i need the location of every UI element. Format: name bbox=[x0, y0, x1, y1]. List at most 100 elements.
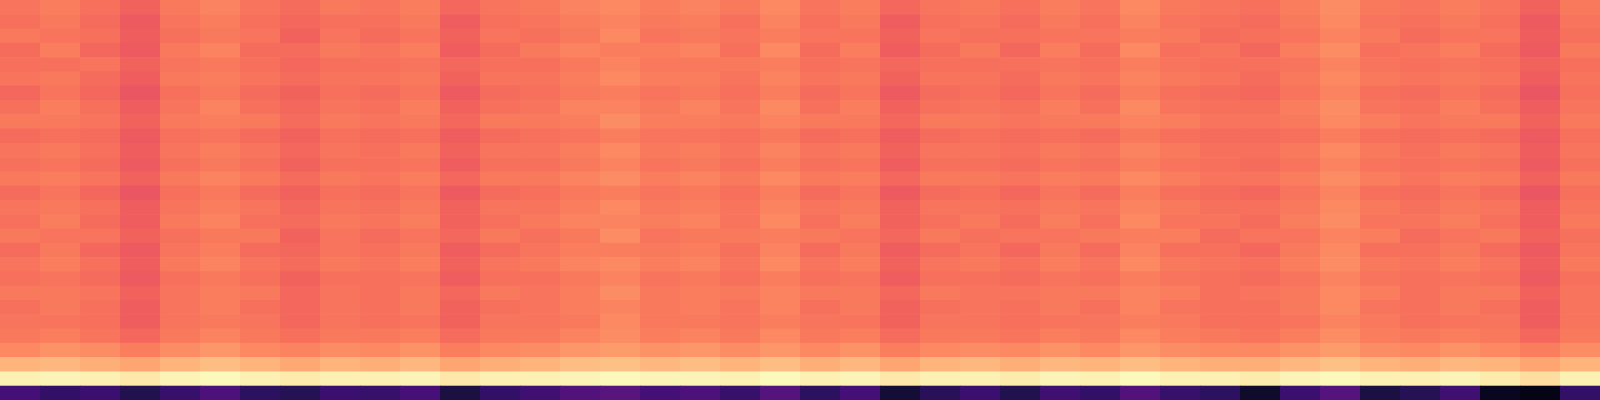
heatmap-cell bbox=[1560, 329, 1600, 344]
heatmap-cell bbox=[480, 286, 521, 301]
heatmap-cell bbox=[1000, 100, 1041, 115]
heatmap-cell bbox=[640, 71, 681, 86]
heatmap-cell bbox=[400, 286, 441, 301]
heatmap-cell bbox=[480, 14, 521, 29]
heatmap-cell bbox=[1080, 229, 1121, 244]
heatmap-cell bbox=[440, 257, 481, 272]
heatmap-cell bbox=[960, 257, 1001, 272]
heatmap-cell bbox=[320, 357, 361, 372]
heatmap-cell bbox=[440, 300, 481, 315]
heatmap-cell bbox=[1040, 257, 1081, 272]
heatmap-cell bbox=[1280, 214, 1321, 229]
heatmap-cell bbox=[880, 186, 921, 201]
heatmap-cell bbox=[1160, 157, 1201, 172]
heatmap-cell bbox=[560, 86, 601, 101]
heatmap-cell bbox=[200, 14, 241, 29]
heatmap-cell bbox=[0, 0, 41, 15]
heatmap-cell bbox=[1440, 257, 1481, 272]
heatmap-cell bbox=[40, 186, 81, 201]
heatmap-cell bbox=[1360, 186, 1401, 201]
heatmap-cell bbox=[680, 43, 721, 58]
heatmap-cell bbox=[880, 71, 921, 86]
heatmap-cell bbox=[360, 71, 401, 86]
heatmap-cell bbox=[640, 100, 681, 115]
heatmap-cell bbox=[1400, 43, 1441, 58]
heatmap-cell bbox=[40, 57, 81, 72]
heatmap-cell bbox=[320, 0, 361, 15]
heatmap-cell bbox=[760, 386, 801, 400]
heatmap-cell bbox=[240, 300, 281, 315]
heatmap-cell bbox=[1200, 343, 1241, 358]
heatmap-cell bbox=[1040, 0, 1081, 15]
heatmap-cell bbox=[440, 14, 481, 29]
heatmap-cell bbox=[40, 214, 81, 229]
heatmap-cell bbox=[360, 186, 401, 201]
heatmap-cell bbox=[440, 200, 481, 215]
heatmap-cell bbox=[1560, 100, 1600, 115]
heatmap-cell bbox=[1080, 57, 1121, 72]
heatmap-cell bbox=[840, 29, 881, 44]
heatmap-cell bbox=[1320, 314, 1361, 329]
heatmap-cell bbox=[560, 257, 601, 272]
heatmap-cell bbox=[1400, 257, 1441, 272]
heatmap-cell bbox=[400, 271, 441, 286]
heatmap-cell bbox=[840, 300, 881, 315]
heatmap-cell bbox=[1120, 371, 1161, 386]
heatmap-cell bbox=[880, 57, 921, 72]
heatmap-cell bbox=[760, 343, 801, 358]
heatmap-cell bbox=[1200, 386, 1241, 400]
heatmap-cell bbox=[440, 286, 481, 301]
heatmap-cell bbox=[1320, 157, 1361, 172]
heatmap-cell bbox=[840, 143, 881, 158]
heatmap-cell bbox=[80, 157, 121, 172]
heatmap-cell bbox=[240, 271, 281, 286]
heatmap-cell bbox=[480, 0, 521, 15]
heatmap-cell bbox=[400, 200, 441, 215]
heatmap-cell bbox=[1080, 71, 1121, 86]
heatmap-cell bbox=[480, 214, 521, 229]
heatmap-cell bbox=[1400, 143, 1441, 158]
heatmap-cell bbox=[400, 357, 441, 372]
heatmap-cell bbox=[120, 71, 161, 86]
heatmap-cell bbox=[1200, 43, 1241, 58]
heatmap-cell bbox=[720, 286, 761, 301]
heatmap-cell bbox=[1240, 214, 1281, 229]
heatmap-cell bbox=[0, 300, 41, 315]
heatmap-cell bbox=[120, 29, 161, 44]
heatmap-cell bbox=[920, 100, 961, 115]
heatmap-cell bbox=[280, 14, 321, 29]
heatmap-cell bbox=[760, 257, 801, 272]
heatmap-cell bbox=[280, 43, 321, 58]
heatmap-cell bbox=[1520, 143, 1561, 158]
heatmap-cell bbox=[1360, 286, 1401, 301]
heatmap-cell bbox=[640, 186, 681, 201]
heatmap-cell bbox=[640, 29, 681, 44]
heatmap-cell bbox=[1200, 71, 1241, 86]
heatmap-cell bbox=[1440, 329, 1481, 344]
heatmap-cell bbox=[120, 114, 161, 129]
heatmap-cell bbox=[240, 200, 281, 215]
heatmap-cell bbox=[1560, 171, 1600, 186]
heatmap-cell bbox=[1000, 314, 1041, 329]
heatmap-cell bbox=[360, 157, 401, 172]
heatmap-cell bbox=[720, 371, 761, 386]
heatmap-cell bbox=[920, 257, 961, 272]
heatmap-cell bbox=[1040, 143, 1081, 158]
heatmap-cell bbox=[1160, 286, 1201, 301]
heatmap-cell bbox=[400, 100, 441, 115]
heatmap-cell bbox=[1480, 100, 1521, 115]
heatmap-cell bbox=[320, 71, 361, 86]
heatmap-cell bbox=[200, 186, 241, 201]
heatmap-cell bbox=[320, 43, 361, 58]
heatmap-cell bbox=[1040, 271, 1081, 286]
heatmap-cell bbox=[640, 314, 681, 329]
heatmap-cell bbox=[1200, 243, 1241, 258]
heatmap-cell bbox=[320, 314, 361, 329]
heatmap-cell bbox=[400, 257, 441, 272]
heatmap-cell bbox=[440, 229, 481, 244]
heatmap-cell bbox=[560, 71, 601, 86]
heatmap-cell bbox=[1480, 129, 1521, 144]
heatmap-cell bbox=[360, 100, 401, 115]
heatmap-cell bbox=[1320, 57, 1361, 72]
heatmap-cell bbox=[360, 286, 401, 301]
